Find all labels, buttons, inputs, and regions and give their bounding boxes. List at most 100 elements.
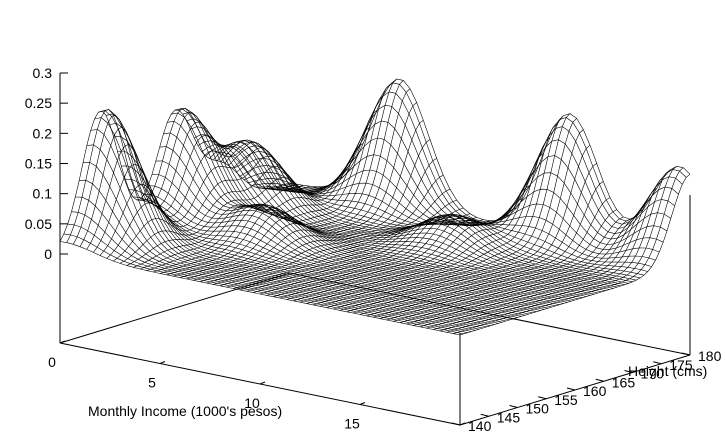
mesh-line-x [179,88,411,278]
mesh-line-x [66,108,297,243]
mesh-line-x [206,158,437,284]
mesh-line-x [133,143,364,268]
mesh-line-x [153,95,384,273]
z-tick-label: 0.25 [25,95,52,111]
z-tick-label: 0.3 [33,65,53,81]
mesh-line-x [379,197,611,319]
mesh-line-y [278,104,679,229]
mesh-line-x [59,109,291,242]
mesh-line-y [289,78,691,222]
z-tick-label: 0.2 [33,125,53,141]
mesh-line-x [113,166,344,262]
mesh-line-x [393,216,624,322]
y-tick-label: 150 [526,401,550,417]
mesh-line-x [359,144,591,315]
mesh-line-x [386,209,617,321]
x-axis-label: Monthly Income (1000's pesos) [88,403,282,419]
mesh-line-x [126,157,357,266]
y-tick-label: 145 [497,409,521,425]
mesh-line-x [413,209,644,326]
y-tick-mark [451,422,461,426]
y-tick-mark [509,405,518,408]
mesh-line-x [346,118,577,313]
mesh-line-x [146,110,377,271]
y-tick-mark [595,378,604,382]
y-tick-mark [538,396,547,400]
mesh-line-x [453,167,684,334]
y-tick-mark [653,361,662,365]
y-axis-label: Height (cms) [628,363,707,379]
mesh-line-x [166,78,397,276]
x-tick-mark [259,381,266,385]
mesh-line-x [399,218,631,323]
mesh-line-x [266,214,497,296]
mesh-line-x [353,129,584,314]
mesh-line-x [99,147,331,256]
x-tick-mark [159,361,166,364]
x-tick-mark [459,422,466,426]
x-tick-label: 5 [148,375,156,391]
y-tick-label: 140 [468,418,492,433]
mesh-line-x [326,123,557,308]
y-tick-mark [480,413,489,417]
mesh-line-x [93,141,324,253]
mesh-line-x [406,216,637,325]
mesh-line-x [459,174,691,336]
y-tick-label: 160 [583,383,607,399]
mesh-line-y [117,150,518,318]
mesh-line-x [313,153,544,306]
y-tick-label: 155 [554,392,578,408]
mesh-line-x [306,169,537,304]
mesh-line-x [293,197,524,302]
mesh-line-x [119,168,351,264]
mesh-line-x [439,169,671,332]
surface-mesh [59,78,691,336]
mesh-line-x [159,84,391,274]
x-tick-label: 0 [48,354,56,370]
mesh-line-x [299,185,531,303]
mesh-line-x [106,155,337,259]
z-tick-label: 0.1 [33,186,53,202]
y-tick-label: 175 [669,357,693,373]
x-tick-mark [359,402,366,405]
z-tick-label: 0.05 [25,216,52,232]
mesh-line-x [193,119,424,281]
mesh-line-x [86,135,317,250]
mesh-line-x [73,112,304,245]
mesh-line-x [239,213,471,291]
mesh-line-x [199,139,431,282]
x-tick-label: 10 [244,395,260,411]
mesh-line-x [433,177,664,330]
mesh-line-x [333,115,564,310]
z-tick-label: 0 [44,246,52,262]
mesh-line-x [426,188,657,329]
mesh-line-x [366,163,597,317]
mesh-line-x [139,126,371,270]
mesh-line-x [246,217,477,292]
mesh-line-x [213,174,444,285]
y-tick-mark [681,352,691,356]
mesh-line-x [253,219,484,293]
x-tick-mark [59,340,66,344]
mesh-line-x [419,199,651,328]
mesh-line-x [173,80,404,277]
mesh-line-x [259,216,491,295]
z-tick-label: 0.15 [25,156,52,172]
mesh-line-x [219,188,451,287]
mesh-line-x [279,214,511,299]
y-tick-mark [566,387,576,391]
tick-labels: 00.050.10.150.20.250.3051015201401451501… [25,65,722,433]
mesh-line-x [373,181,604,318]
mesh-line-x [273,213,504,297]
mesh-line-x [186,102,417,280]
mesh-line-x [446,166,677,333]
mesh-line-x [339,113,571,311]
mesh-line-y [128,189,530,315]
x-tick-label: 15 [344,416,360,432]
mesh-line-x [319,137,551,307]
y-tick-label: 180 [698,348,722,364]
y-tick-label: 170 [641,366,665,382]
y-tick-label: 165 [612,374,636,390]
y-tick-mark [624,370,633,373]
